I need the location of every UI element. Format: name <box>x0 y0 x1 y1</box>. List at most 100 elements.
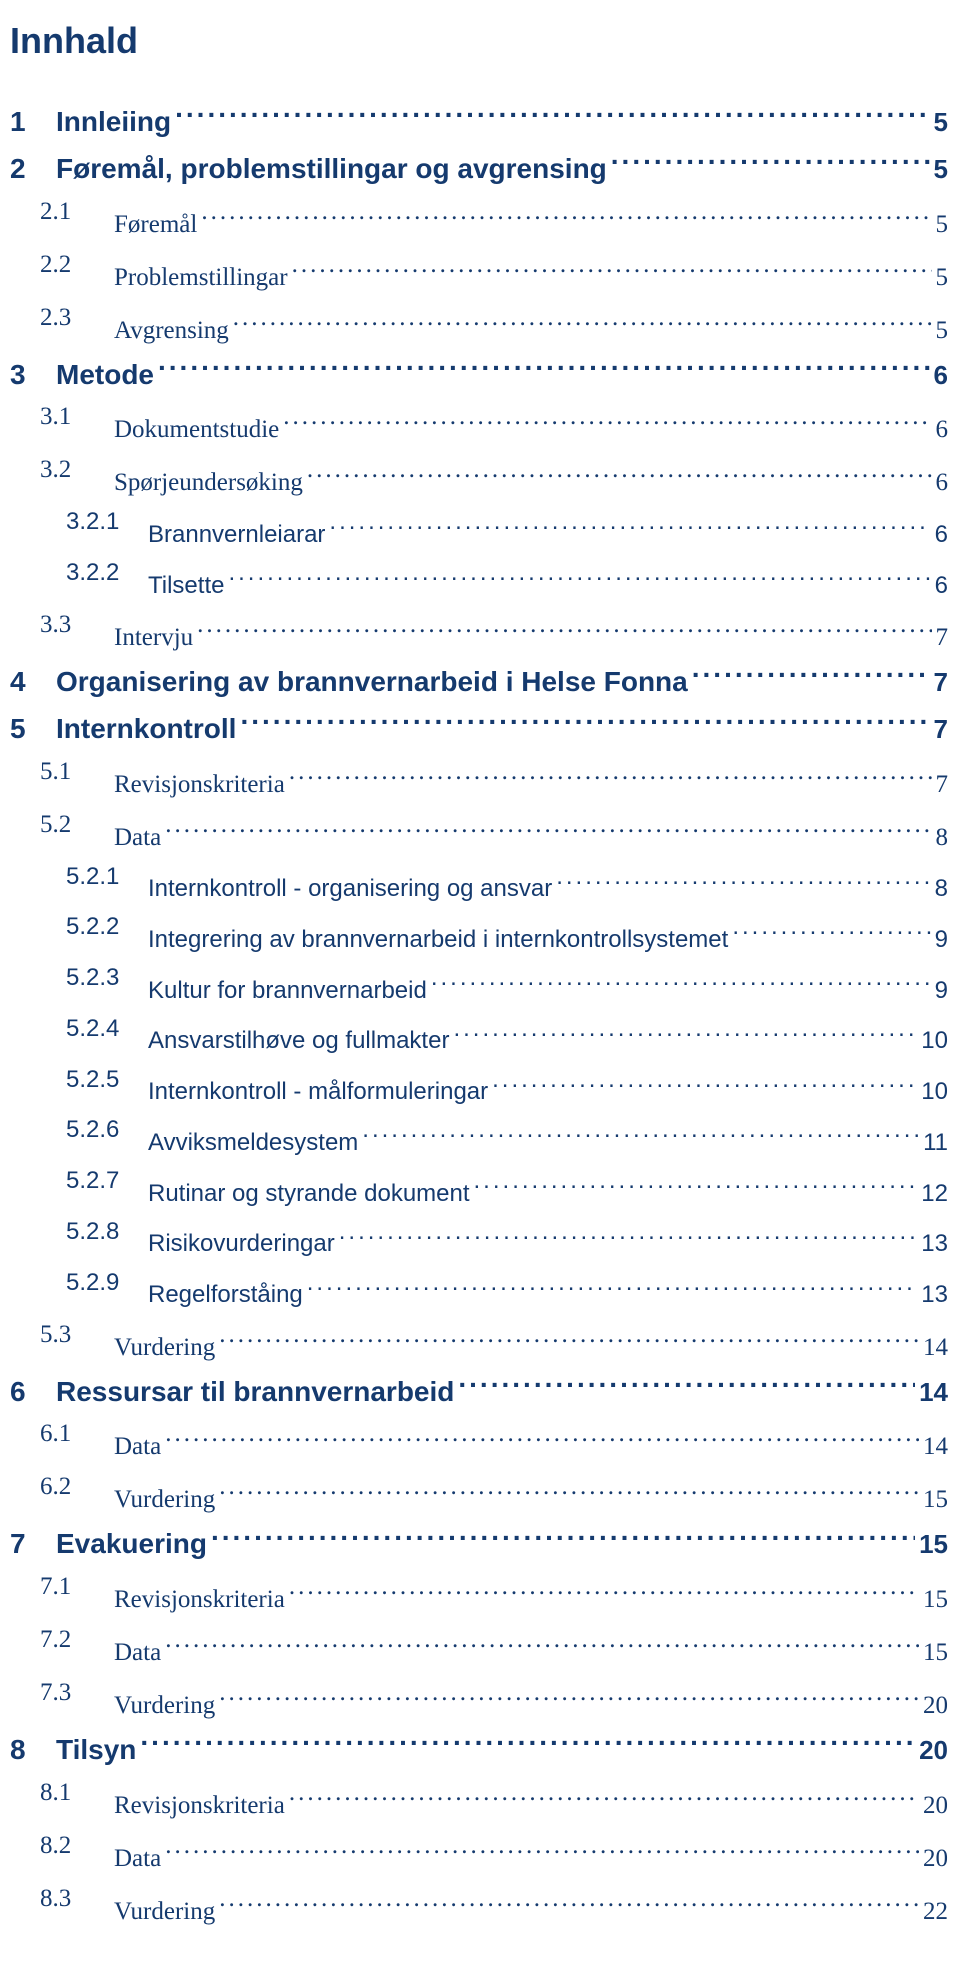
toc-leader <box>289 767 932 792</box>
toc-entry-page: 14 <box>923 1427 948 1467</box>
toc-leader <box>453 1024 917 1048</box>
toc-entry[interactable]: 3.2.1Brannvernleiarar6 <box>10 503 948 554</box>
toc-entry[interactable]: 2.2Problemstillingar5 <box>10 245 948 298</box>
toc-entry[interactable]: 2.1Føremål5 <box>10 192 948 245</box>
toc-entry-label: Tilsyn <box>56 1728 136 1773</box>
toc-leader <box>158 356 930 384</box>
toc-entry[interactable]: 5.2.7Rutinar og styrande dokument12 <box>10 1162 948 1213</box>
toc-entry-number: 7.3 <box>40 1673 71 1713</box>
toc-entry-page: 14 <box>919 1372 948 1414</box>
toc-entry-label: Regelforståing <box>148 1276 303 1314</box>
toc-leader <box>175 103 929 131</box>
toc-entry[interactable]: 7.1Revisjonskriteria15 <box>10 1567 948 1620</box>
toc-leader <box>458 1373 915 1401</box>
toc-entry-page: 7 <box>936 618 949 658</box>
toc-leader <box>329 518 930 542</box>
toc-entry[interactable]: 3.3Intervju7 <box>10 605 948 658</box>
toc-leader <box>431 974 931 998</box>
toc-entry-page: 14 <box>923 1328 948 1368</box>
toc-entry[interactable]: 5.2.2Integrering av brannvernarbeid i in… <box>10 908 948 959</box>
toc-entry[interactable]: 3.2.2Tilsette6 <box>10 554 948 605</box>
toc-entry[interactable]: 5.2.4Ansvarstilhøve og fullmakter10 <box>10 1010 948 1061</box>
toc-entry-label: Data <box>114 1633 161 1673</box>
toc-entry-page: 20 <box>919 1730 948 1772</box>
toc-entry[interactable]: 5.2.1Internkontroll - organisering og an… <box>10 858 948 909</box>
toc-leader <box>283 412 931 437</box>
toc-entry-label: Revisjonskriteria <box>114 765 285 805</box>
toc-entry[interactable]: 8.1Revisjonskriteria20 <box>10 1773 948 1826</box>
toc-entry-number: 2.3 <box>40 298 71 338</box>
toc-leader <box>339 1227 918 1251</box>
toc-entry-page: 5 <box>934 149 948 191</box>
toc-entry-number: 3.1 <box>40 397 71 437</box>
toc-entry-label: Data <box>114 1839 161 1879</box>
toc-entry-label: Organisering av brannvernarbeid i Helse … <box>56 660 688 705</box>
toc-entry-number: 5.2.5 <box>66 1061 119 1099</box>
toc-entry-label: Integrering av brannvernarbeid i internk… <box>148 921 728 959</box>
toc-entry[interactable]: 4Organisering av brannvernarbeid i Helse… <box>10 660 948 705</box>
toc-entry[interactable]: 3.2Spørjeundersøking6 <box>10 450 948 503</box>
toc-entry[interactable]: 6Ressursar til brannvernarbeid14 <box>10 1370 948 1415</box>
toc-entry[interactable]: 6.1Data14 <box>10 1414 948 1467</box>
toc-entry[interactable]: 1Innleiing5 <box>10 100 948 145</box>
toc-leader <box>289 1788 919 1813</box>
toc-entry-number: 5.2.1 <box>66 858 119 896</box>
toc-entry-label: Avgrensing <box>114 311 229 351</box>
toc-leader <box>165 1841 919 1866</box>
toc-entry[interactable]: 5.3Vurdering14 <box>10 1315 948 1368</box>
toc-entry-label: Føremål, problemstillingar og avgrensing <box>56 147 607 192</box>
toc-entry-label: Tilsette <box>148 567 224 605</box>
toc-entry[interactable]: 8.2Data20 <box>10 1826 948 1879</box>
toc-entry-number: 5.2.8 <box>66 1213 119 1251</box>
toc-leader <box>307 465 932 490</box>
toc-leader <box>165 820 931 845</box>
toc-entry[interactable]: 6.2 Vurdering 15 <box>10 1467 948 1520</box>
toc-leader <box>240 710 929 738</box>
toc-entry-number: 1 <box>10 100 56 145</box>
toc-entry[interactable]: 2Føremål, problemstillingar og avgrensin… <box>10 147 948 192</box>
toc-entry[interactable]: 7.2Data15 <box>10 1620 948 1673</box>
toc-entry-number: 5.3 <box>40 1315 71 1355</box>
toc-entry-number: 5.2.6 <box>66 1111 119 1149</box>
toc-entry[interactable]: 7Evakuering15 <box>10 1522 948 1567</box>
toc-entry[interactable]: 5.2.9Regelforståing13 <box>10 1264 948 1315</box>
toc-entry[interactable]: 5.2.5Internkontroll - målformuleringar10 <box>10 1061 948 1112</box>
toc-entry-page: 6 <box>936 410 949 450</box>
toc-entry[interactable]: 5.2Data8 <box>10 805 948 858</box>
toc-entry-label: Vurdering <box>114 1480 215 1520</box>
toc-entry-label: Internkontroll - målformuleringar <box>148 1073 488 1111</box>
toc-entry-number: 5.2.3 <box>66 959 119 997</box>
toc-entry-page: 10 <box>921 1022 948 1060</box>
toc-entry-label: Data <box>114 818 161 858</box>
toc-entry-label: Evakuering <box>56 1522 207 1567</box>
toc-leader <box>201 207 931 232</box>
toc-entry-label: Føremål <box>114 205 197 245</box>
toc-entry-page: 20 <box>923 1786 948 1826</box>
toc-leader <box>556 872 930 896</box>
toc-entry[interactable]: 5Internkontroll7 <box>10 707 948 752</box>
toc-entry[interactable]: 5.2.6Avviksmeldesystem11 <box>10 1111 948 1162</box>
toc-leader <box>219 1330 919 1355</box>
toc-entry-number: 8 <box>10 1728 56 1773</box>
toc-entry[interactable]: 5.1Revisjonskriteria7 <box>10 752 948 805</box>
toc-entry[interactable]: 8.3Vurdering22 <box>10 1879 948 1932</box>
toc-entry-page: 5 <box>934 102 948 144</box>
toc-entry-label: Brannvernleiarar <box>148 516 325 554</box>
toc-entry[interactable]: 3.1Dokumentstudie6 <box>10 397 948 450</box>
toc-entry-label: Ressursar til brannvernarbeid <box>56 1370 454 1415</box>
toc-entry-number: 5 <box>10 707 56 752</box>
toc-entry-label: Vurdering <box>114 1686 215 1726</box>
toc-entry[interactable]: 5.2.8Risikovurderingar13 <box>10 1213 948 1264</box>
toc-entry[interactable]: 5.2.3Kultur for brannvernarbeid9 <box>10 959 948 1010</box>
toc-entry[interactable]: 8Tilsyn 20 <box>10 1728 948 1773</box>
toc-entry-label: Internkontroll <box>56 707 236 752</box>
toc-leader <box>289 1582 919 1607</box>
toc-entry[interactable]: 2.3Avgrensing5 <box>10 298 948 351</box>
toc-entry[interactable]: 7.3Vurdering20 <box>10 1673 948 1726</box>
toc-entry-number: 6.2 <box>40 1467 71 1507</box>
toc-entry-page: 7 <box>936 765 949 805</box>
toc-entry-label: Vurdering <box>114 1892 215 1932</box>
toc-entry-page: 15 <box>923 1633 948 1673</box>
toc-entry-page: 15 <box>923 1480 948 1520</box>
toc-entry[interactable]: 3Metode6 <box>10 353 948 398</box>
